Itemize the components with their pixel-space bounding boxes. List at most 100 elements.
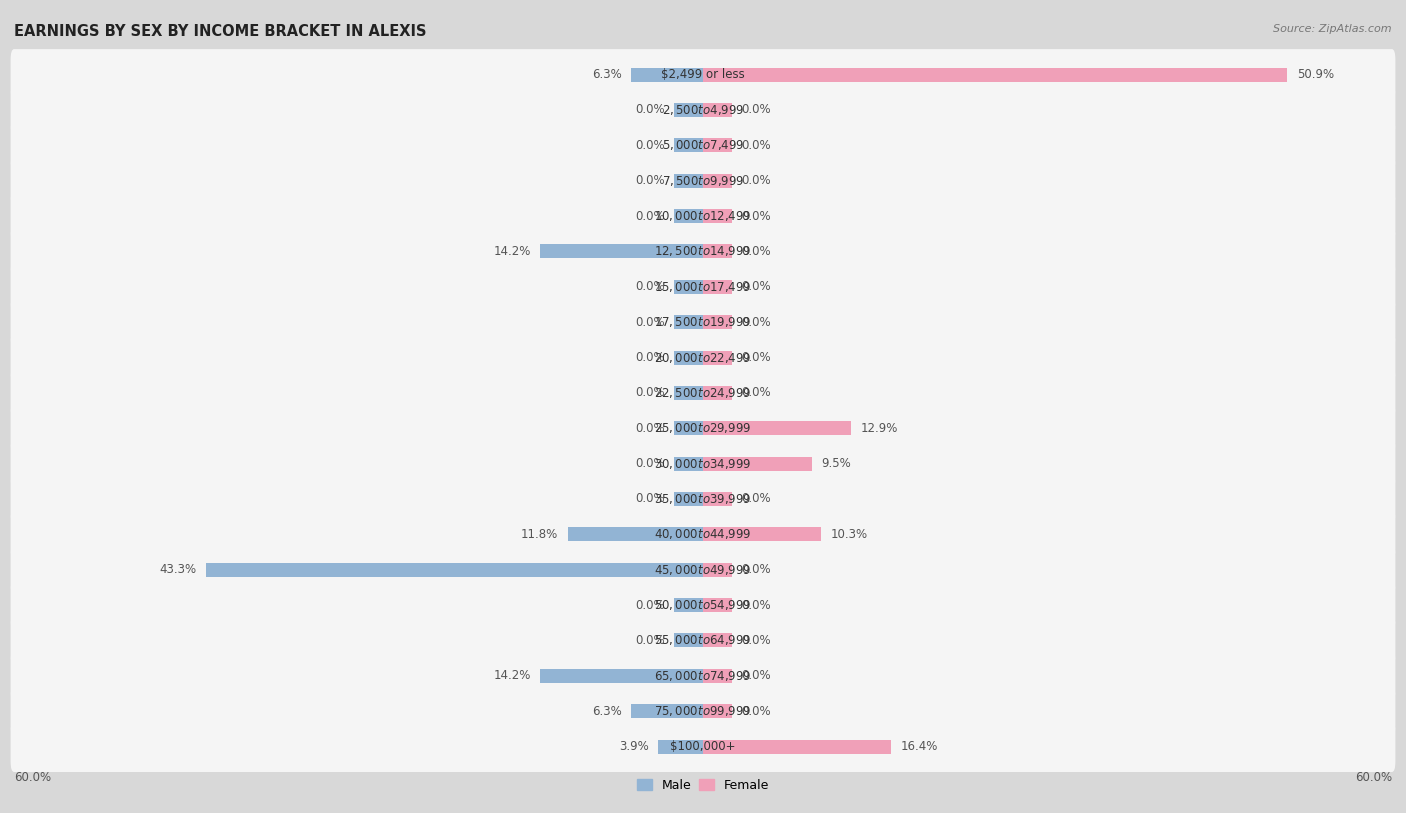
Bar (675, 633, 703, 647)
Bar (703, 457, 813, 471)
Text: 0.0%: 0.0% (741, 139, 770, 152)
Text: $35,000 to $39,999: $35,000 to $39,999 (654, 492, 752, 506)
Bar (703, 633, 731, 647)
Text: 11.8%: 11.8% (522, 528, 558, 541)
Text: 0.0%: 0.0% (741, 245, 770, 258)
Text: $2,500 to $4,999: $2,500 to $4,999 (662, 103, 744, 117)
Text: 60.0%: 60.0% (1355, 772, 1392, 785)
FancyBboxPatch shape (11, 367, 1395, 419)
Text: $5,000 to $7,499: $5,000 to $7,499 (662, 138, 744, 152)
FancyBboxPatch shape (11, 509, 1395, 560)
Text: 12.9%: 12.9% (860, 422, 897, 435)
Text: 43.3%: 43.3% (159, 563, 197, 576)
Text: $7,500 to $9,999: $7,500 to $9,999 (662, 174, 744, 188)
Text: 0.0%: 0.0% (741, 669, 770, 682)
Bar (675, 492, 703, 506)
Bar (675, 280, 703, 293)
Text: 0.0%: 0.0% (741, 563, 770, 576)
Bar (205, 563, 703, 576)
Text: 0.0%: 0.0% (636, 351, 665, 364)
Text: 0.0%: 0.0% (741, 634, 770, 647)
Bar (703, 528, 821, 541)
Bar (703, 492, 731, 506)
Text: 6.3%: 6.3% (592, 68, 621, 81)
Text: 0.0%: 0.0% (741, 315, 770, 328)
Bar (675, 315, 703, 329)
Bar (703, 174, 731, 188)
Text: $65,000 to $74,999: $65,000 to $74,999 (654, 669, 752, 683)
Bar (703, 669, 731, 683)
Bar (703, 704, 731, 718)
FancyBboxPatch shape (11, 261, 1395, 312)
Text: $20,000 to $22,499: $20,000 to $22,499 (654, 350, 752, 364)
Text: 0.0%: 0.0% (636, 280, 665, 293)
Bar (703, 209, 731, 223)
Text: 0.0%: 0.0% (741, 210, 770, 223)
FancyBboxPatch shape (11, 297, 1395, 348)
Text: 16.4%: 16.4% (900, 740, 938, 753)
Text: $2,499 or less: $2,499 or less (661, 68, 745, 81)
Text: $22,500 to $24,999: $22,500 to $24,999 (654, 386, 752, 400)
Bar (703, 67, 1288, 81)
Text: 0.0%: 0.0% (741, 598, 770, 611)
Bar (675, 138, 703, 152)
FancyBboxPatch shape (11, 120, 1395, 171)
FancyBboxPatch shape (11, 49, 1395, 100)
Text: $50,000 to $54,999: $50,000 to $54,999 (654, 598, 752, 612)
FancyBboxPatch shape (11, 473, 1395, 524)
Text: 0.0%: 0.0% (636, 457, 665, 470)
Text: 0.0%: 0.0% (741, 103, 770, 116)
Text: 0.0%: 0.0% (741, 705, 770, 718)
Text: 0.0%: 0.0% (636, 139, 665, 152)
Text: 0.0%: 0.0% (636, 386, 665, 399)
Text: 0.0%: 0.0% (741, 351, 770, 364)
Bar (703, 563, 731, 576)
FancyBboxPatch shape (11, 721, 1395, 772)
Text: Source: ZipAtlas.com: Source: ZipAtlas.com (1274, 24, 1392, 34)
Text: 0.0%: 0.0% (741, 386, 770, 399)
Text: 0.0%: 0.0% (636, 210, 665, 223)
Legend: Male, Female: Male, Female (631, 774, 775, 797)
Text: 0.0%: 0.0% (636, 103, 665, 116)
Bar (703, 598, 731, 612)
Text: $75,000 to $99,999: $75,000 to $99,999 (654, 704, 752, 718)
Text: 0.0%: 0.0% (741, 493, 770, 506)
Text: 14.2%: 14.2% (494, 669, 531, 682)
Bar (540, 245, 703, 259)
Bar (703, 138, 731, 152)
Text: $25,000 to $29,999: $25,000 to $29,999 (654, 421, 752, 435)
Bar (703, 280, 731, 293)
Text: 0.0%: 0.0% (741, 174, 770, 187)
Text: $40,000 to $44,999: $40,000 to $44,999 (654, 528, 752, 541)
FancyBboxPatch shape (11, 402, 1395, 454)
FancyBboxPatch shape (11, 155, 1395, 207)
Bar (568, 528, 703, 541)
Bar (540, 669, 703, 683)
Bar (675, 598, 703, 612)
Text: 0.0%: 0.0% (636, 315, 665, 328)
Text: $12,500 to $14,999: $12,500 to $14,999 (654, 245, 752, 259)
FancyBboxPatch shape (11, 615, 1395, 666)
Text: $30,000 to $34,999: $30,000 to $34,999 (654, 457, 752, 471)
Text: 0.0%: 0.0% (636, 422, 665, 435)
FancyBboxPatch shape (11, 438, 1395, 489)
Text: 0.0%: 0.0% (741, 280, 770, 293)
Text: $15,000 to $17,499: $15,000 to $17,499 (654, 280, 752, 293)
Text: 60.0%: 60.0% (14, 772, 51, 785)
Text: 9.5%: 9.5% (821, 457, 851, 470)
FancyBboxPatch shape (11, 650, 1395, 702)
Text: 3.9%: 3.9% (619, 740, 650, 753)
Text: 10.3%: 10.3% (831, 528, 868, 541)
Text: $45,000 to $49,999: $45,000 to $49,999 (654, 563, 752, 576)
FancyBboxPatch shape (11, 685, 1395, 737)
Bar (703, 245, 731, 259)
Text: $10,000 to $12,499: $10,000 to $12,499 (654, 209, 752, 223)
Text: 0.0%: 0.0% (636, 174, 665, 187)
Text: 6.3%: 6.3% (592, 705, 621, 718)
Text: 0.0%: 0.0% (636, 634, 665, 647)
Text: $17,500 to $19,999: $17,500 to $19,999 (654, 315, 752, 329)
Bar (675, 174, 703, 188)
Text: 0.0%: 0.0% (636, 493, 665, 506)
FancyBboxPatch shape (11, 544, 1395, 595)
Bar (675, 386, 703, 400)
